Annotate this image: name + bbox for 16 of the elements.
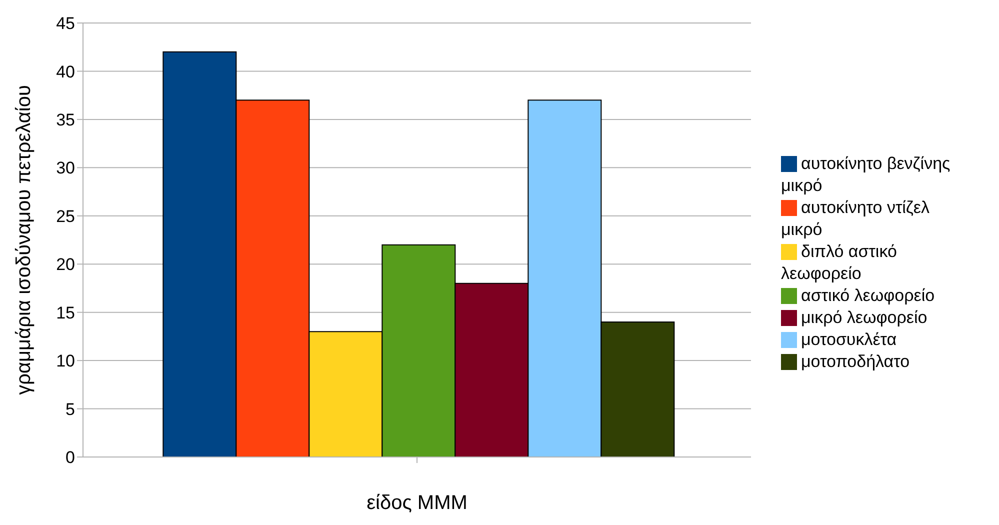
y-axis-title: γραμμάρια ισοδύναμου πετρελαίου bbox=[13, 85, 36, 395]
y-tick-label: 25 bbox=[56, 206, 75, 226]
y-tick-label: 10 bbox=[56, 352, 75, 371]
legend-label: μοτοποδήλατο bbox=[801, 352, 910, 370]
legend-label: μικρό λεωφορείο bbox=[801, 308, 928, 326]
y-tick-label: 35 bbox=[56, 110, 75, 130]
y-tick-label: 30 bbox=[56, 158, 75, 178]
y-tick-label: 5 bbox=[66, 400, 75, 419]
y-tick-label: 0 bbox=[66, 448, 75, 468]
y-tick-label: 45 bbox=[56, 14, 75, 34]
legend-label: αστικό λεωφορείο bbox=[801, 286, 935, 304]
y-tick-label: 15 bbox=[56, 303, 75, 322]
x-axis-title: είδος ΜΜΜ bbox=[366, 492, 468, 514]
y-tick-label: 40 bbox=[56, 62, 75, 82]
y-tick-label: 20 bbox=[56, 255, 75, 274]
legend-label: μοτοσυκλέτα bbox=[801, 330, 897, 348]
